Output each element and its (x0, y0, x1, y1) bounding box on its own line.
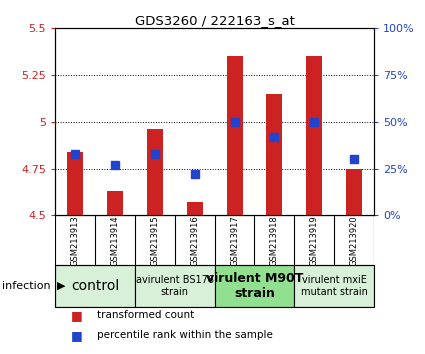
Text: ▶: ▶ (57, 281, 66, 291)
Text: GSM213916: GSM213916 (190, 215, 199, 266)
Text: GSM213914: GSM213914 (110, 215, 119, 266)
FancyBboxPatch shape (55, 265, 135, 307)
Bar (306, 56, 322, 215)
Bar (67, 152, 83, 215)
Text: GSM213920: GSM213920 (350, 215, 359, 266)
Text: GSM213917: GSM213917 (230, 215, 239, 266)
Text: GSM213919: GSM213919 (310, 215, 319, 266)
FancyBboxPatch shape (215, 265, 294, 307)
Bar (346, 169, 362, 215)
Text: control: control (71, 279, 119, 293)
Text: transformed count: transformed count (96, 310, 194, 320)
Text: GSM213918: GSM213918 (270, 215, 279, 266)
Text: GSM213915: GSM213915 (150, 215, 159, 266)
Text: ■: ■ (71, 309, 83, 322)
Text: avirulent BS176
strain: avirulent BS176 strain (136, 275, 214, 297)
Text: virulent mxiE
mutant strain: virulent mxiE mutant strain (301, 275, 368, 297)
FancyBboxPatch shape (135, 265, 215, 307)
Text: GSM213913: GSM213913 (71, 215, 79, 266)
Text: infection: infection (3, 281, 51, 291)
Title: GDS3260 / 222163_s_at: GDS3260 / 222163_s_at (135, 14, 295, 27)
Text: percentile rank within the sample: percentile rank within the sample (96, 330, 272, 341)
Text: ■: ■ (71, 329, 83, 342)
Text: virulent M90T
strain: virulent M90T strain (206, 272, 303, 300)
FancyBboxPatch shape (294, 265, 374, 307)
Bar (266, 94, 282, 215)
Bar (187, 202, 203, 215)
Bar (147, 129, 163, 215)
Bar (227, 56, 243, 215)
Bar (107, 191, 123, 215)
